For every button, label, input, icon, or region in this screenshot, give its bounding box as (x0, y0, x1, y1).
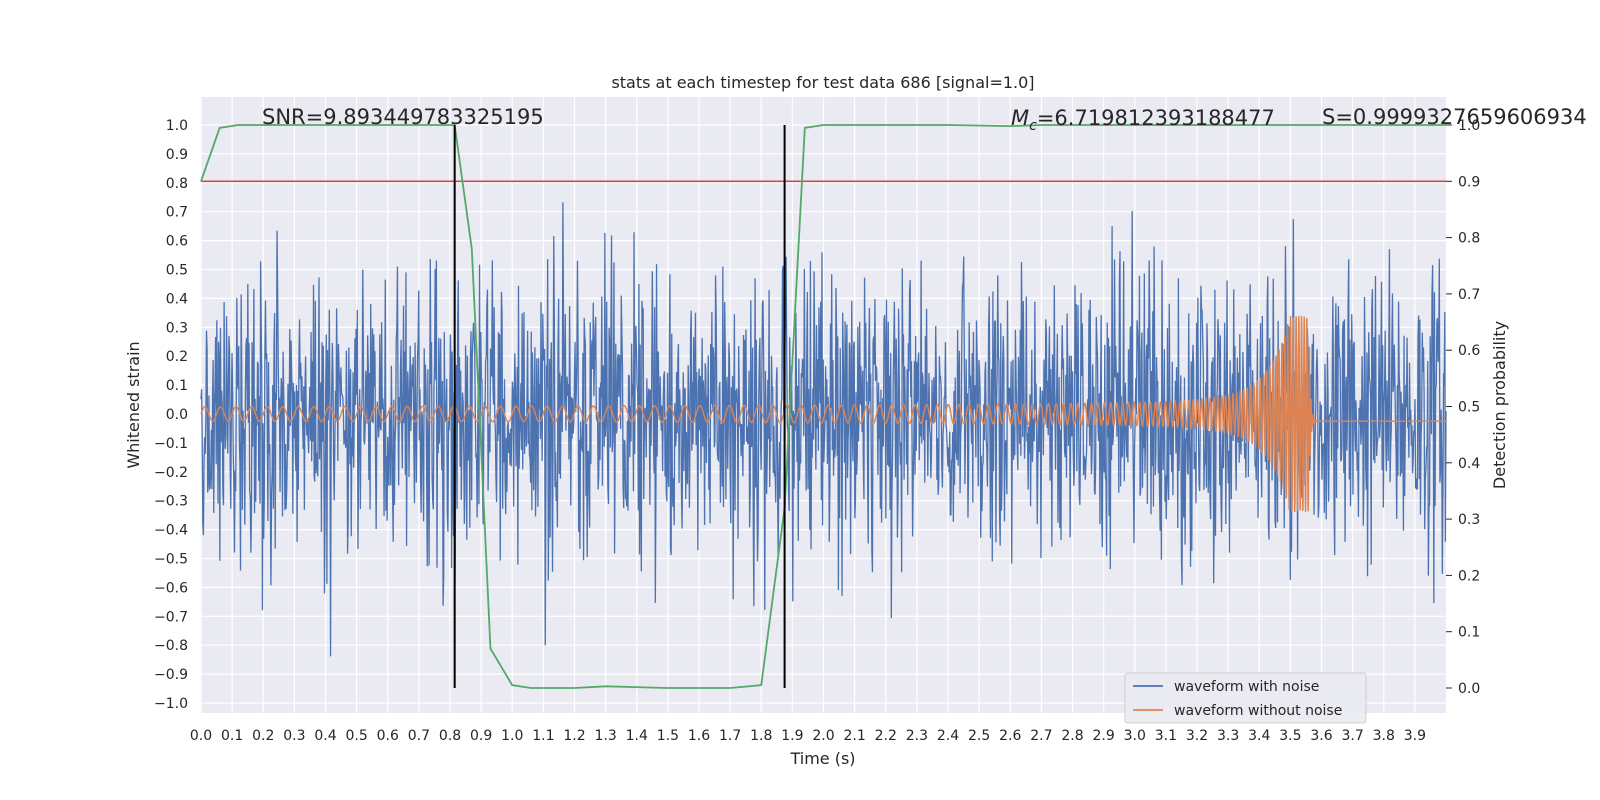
y-tick-label: −0.4 (154, 523, 188, 539)
y-tick-label: −0.9 (154, 667, 188, 683)
s-annotation: S=0.9999327659606934 (1322, 105, 1587, 129)
chart-title: stats at each timestep for test data 686… (611, 73, 1034, 92)
clean-waveform-line (200, 315, 1446, 513)
x-tick-label: 0.2 (252, 728, 274, 744)
y2-tick-label: 0.4 (1458, 456, 1480, 472)
y-tick-label: −0.8 (154, 638, 188, 654)
x-tick-label: 1.2 (563, 728, 585, 744)
x-tick-label: 1.6 (688, 728, 710, 744)
x-tick-label: 3.5 (1279, 728, 1301, 744)
x-tick-label: 0.5 (345, 728, 367, 744)
x-tick-label: 0.7 (408, 728, 430, 744)
y-tick-label: 0.4 (166, 291, 188, 307)
x-tick-label: 2.4 (937, 728, 959, 744)
y2-tick-label: 0.2 (1458, 568, 1480, 584)
y-tick-label: 0.0 (166, 407, 188, 423)
x-tick-label: 0.4 (314, 728, 336, 744)
y-tick-label: 0.5 (166, 263, 188, 279)
mc-subscript: c (1029, 118, 1037, 134)
series-waveform-without-noise (200, 315, 1446, 513)
x-tick-label: 2.1 (843, 728, 865, 744)
y-tick-label: −0.3 (154, 494, 188, 510)
x-tick-label: 3.0 (1124, 728, 1146, 744)
grid (200, 97, 1446, 713)
legend-label-clean: waveform without noise (1174, 703, 1342, 719)
y-tick-label: 0.1 (166, 378, 188, 394)
x-tick-label: 0.0 (190, 728, 212, 744)
x-tick-label: 3.9 (1404, 728, 1426, 744)
y2-tick-label: 0.5 (1458, 400, 1480, 416)
y-tick-labels: 1.0 0.9 0.8 0.7 0.6 0.5 0.4 0.3 0.2 0.1 0.0 −0.1 −0.… (154, 118, 188, 712)
snr-annotation: SNR=9.893449783325195 (262, 105, 544, 129)
y-axis-label: Whitened strain (124, 341, 143, 468)
x-tick-label: 3.4 (1248, 728, 1270, 744)
x-tick-label: 0.1 (221, 728, 243, 744)
mc-value: =6.719812393188477 (1037, 106, 1275, 130)
series-detection-probability (200, 124, 1446, 689)
legend: waveform with noise waveform without noi… (1124, 672, 1367, 724)
x-tick-label: 3.8 (1373, 728, 1395, 744)
x-tick-label: 2.5 (968, 728, 990, 744)
x-tick-label: 1.9 (781, 728, 803, 744)
y-tick-label: 0.2 (166, 349, 188, 365)
y2-tick-label: 1.0 (1458, 118, 1480, 134)
x-tick-label: 1.3 (594, 728, 616, 744)
x-tick-label: 0.3 (283, 728, 305, 744)
x-tick-label: 1.1 (532, 728, 554, 744)
x-tick-label: 0.6 (377, 728, 399, 744)
vertical-markers (453, 125, 786, 688)
series-waveform-with-noise (200, 202, 1447, 657)
x-tick-labels: 0.0 0.1 0.2 0.3 0.4 0.5 0.6 0.7 0.8 0.9 1.0 1.1 1.2 1… (190, 728, 1426, 744)
x-tick-label: 3.2 (1186, 728, 1208, 744)
y2-axis-label: Detection probability (1490, 321, 1509, 489)
y2-tick-labels: 1.0 0.9 0.8 0.7 0.6 0.5 0.4 0.3 0.2 0.1 0.0 (1446, 118, 1480, 697)
x-tick-label: 3.3 (1217, 728, 1239, 744)
x-tick-label: 2.7 (1030, 728, 1052, 744)
y2-tick-label: 0.1 (1458, 625, 1480, 641)
y-tick-label: 0.9 (166, 147, 188, 163)
chirp-mass-annotation: Mc=6.719812393188477 (1011, 106, 1275, 134)
x-tick-label: 1.4 (626, 728, 648, 744)
x-tick-label: 1.0 (501, 728, 523, 744)
y-tick-label: 0.3 (166, 320, 188, 336)
y-tick-label: −0.7 (154, 609, 188, 625)
x-tick-label: 2.6 (999, 728, 1021, 744)
y-tick-label: 0.8 (166, 176, 188, 192)
mc-symbol: M (1011, 106, 1029, 130)
legend-box (1124, 672, 1367, 724)
probability-line (200, 124, 1446, 689)
x-tick-label: 1.7 (719, 728, 741, 744)
y-tick-label: 0.6 (166, 234, 188, 250)
y-tick-label: −0.1 (154, 436, 188, 452)
x-tick-label: 1.5 (657, 728, 679, 744)
y-tick-label: −1.0 (154, 696, 188, 712)
x-tick-label: 3.1 (1155, 728, 1177, 744)
y2-tick-label: 0.0 (1458, 681, 1480, 697)
y2-tick-label: 0.8 (1458, 231, 1480, 247)
x-tick-label: 2.0 (812, 728, 834, 744)
x-tick-label: 0.9 (470, 728, 492, 744)
y-tick-label: −0.5 (154, 552, 188, 568)
y-tick-label: −0.2 (154, 465, 188, 481)
x-axis-label: Time (s) (789, 749, 855, 768)
x-tick-label: 2.8 (1061, 728, 1083, 744)
x-tick-label: 1.8 (750, 728, 772, 744)
x-tick-label: 3.7 (1341, 728, 1363, 744)
y2-tick-label: 0.7 (1458, 287, 1480, 303)
x-tick-label: 3.6 (1310, 728, 1332, 744)
y-tick-label: −0.6 (154, 580, 188, 596)
y2-tick-label: 0.6 (1458, 343, 1480, 359)
y2-tick-label: 0.3 (1458, 512, 1480, 528)
y-tick-label: 0.7 (166, 205, 188, 221)
x-tick-label: 0.8 (439, 728, 461, 744)
x-tick-label: 2.3 (906, 728, 928, 744)
y-tick-label: 1.0 (166, 118, 188, 134)
noise-waveform-line (200, 202, 1447, 657)
x-tick-label: 2.2 (875, 728, 897, 744)
legend-label-noise: waveform with noise (1174, 679, 1319, 695)
x-tick-label: 2.9 (1092, 728, 1114, 744)
y2-tick-label: 0.9 (1458, 174, 1480, 190)
